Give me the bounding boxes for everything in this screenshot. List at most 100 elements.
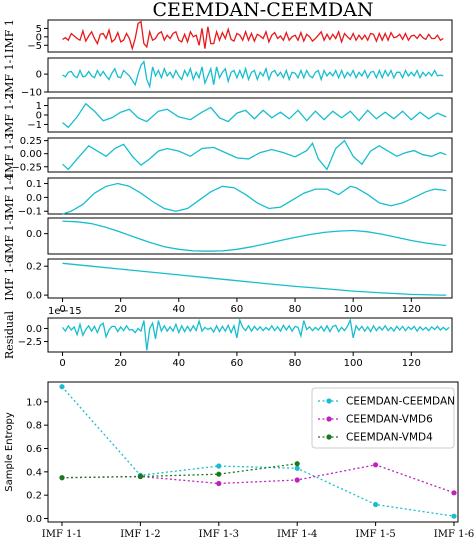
x-tick-label: 60 [231,358,244,369]
y-tick-label: −2.5 [18,337,42,348]
x-category-label: IMF 1-3 [199,529,239,538]
x-tick-label: 40 [172,358,185,369]
y-tick-label: −5 [27,41,42,52]
y-tick-label: 0.25 [20,136,42,147]
data-point [294,461,300,467]
y-tick-label: −10 [21,88,42,99]
x-category-label: IMF 1-6 [434,529,474,538]
series-line [61,463,298,479]
panel-3: 10−1 IMF 1-2 [3,93,453,137]
y-tick-label: −0.25 [11,162,42,173]
legend-marker [326,398,332,404]
y-tick-label: 1.0 [26,397,42,408]
x-category-label: IMF 1-4 [277,529,317,538]
y-tick-label: 0 [36,32,42,43]
series-line [62,102,447,129]
panel-ylabel: IMF 1-1 [3,53,16,97]
panel-ylabel: IMF 1 [3,19,16,53]
x-tick-label: 100 [344,358,363,369]
panel-frame [47,317,453,353]
x-tick-label: 120 [402,358,421,369]
x-tick-label: 20 [114,358,127,369]
series-3 [59,461,300,481]
data-point [294,465,300,471]
data-point [451,490,457,496]
x-tick-label: 20 [114,304,127,315]
data-point [216,463,222,469]
entropy-ylabel: Sample Entropy [4,412,15,492]
series-2 [59,462,457,496]
data-point [59,384,65,390]
series-line [61,386,455,517]
y-tick-label: 0.2 [26,262,42,273]
panel-frame [47,137,453,173]
y-tick-label: 0.0 [26,193,42,204]
x-category-label: IMF 1-2 [120,529,160,538]
panel-ylabel: IMF 1-4 [3,174,16,218]
panel-6: 0.0 IMF 1-5 [3,214,453,258]
x-tick-label: 80 [289,304,302,315]
series-line [62,139,447,171]
series-line [61,317,450,351]
x-tick-label: 80 [289,358,302,369]
panel-frame [47,177,453,215]
x-category-label: IMF 1-1 [42,529,82,538]
panel-frame [47,258,453,299]
legend-marker [326,416,332,422]
y-tick-label: 1 [36,101,42,112]
y-tick-label: 0 [36,111,42,122]
y-tick-label: 0.2 [26,491,42,502]
panel-ylabel: IMF 1-2 [3,93,16,137]
series-line [61,464,455,494]
legend: CEEMDAN-CEEMDAN CEEMDAN-VMD6 CEEMDAN-VMD4 [311,387,455,449]
y-tick-label: 0.00 [20,149,42,160]
panel-frame [47,19,453,53]
series-line [62,262,447,296]
y-tick-label: 0.0 [26,229,42,240]
x-tick-label: 0 [59,358,65,369]
legend-marker [326,434,332,440]
x-tick-label: 40 [172,304,185,315]
chart-title: CEEMDAN-CEEMDAN [152,0,373,21]
x-tick-label: 120 [402,304,421,315]
data-point [373,462,379,468]
x-tick-label: 60 [231,304,244,315]
series-line [62,20,444,51]
data-point [216,480,222,487]
y-tick-label: 0.1 [26,179,42,190]
series-line [62,182,447,215]
y-tick-label: 0.6 [26,444,42,455]
data-point [216,471,222,477]
sample-entropy-chart: 0.0 0.2 0.4 0.6 0.8 1.0 IMF 1-1 IMF 1-2 IMF 1-3 I… [4,381,474,538]
data-point [137,473,143,480]
y-tick-label: −0.1 [18,207,42,218]
legend-label: CEEMDAN-VMD4 [346,432,433,444]
y-tick-label: −1 [27,120,42,131]
data-point [451,513,457,519]
x-tick-label: 100 [344,304,363,315]
panel-frame [47,217,453,255]
data-point [59,475,65,481]
panel-2: 0 −10 IMF 1-1 [3,53,453,99]
legend-label: CEEMDAN-VMD6 [346,414,433,426]
offset-label: 1e−15 [48,306,82,317]
panel-ylabel: IMF 1-5 [3,214,16,258]
y-tick-label: 0.0 [26,291,42,302]
panel-ylabel: IMF 1-6 [3,256,16,300]
series-line [62,220,447,252]
data-point [373,501,379,508]
panel-ylabel: IMF 1-3 [3,133,16,177]
y-tick-label: 0 [36,70,42,81]
panel-ylabel: Residual [3,310,16,359]
y-tick-label: 0.0 [26,514,42,525]
y-tick-label: 0.0 [26,324,42,335]
y-tick-label: 0.8 [26,421,42,432]
legend-label: CEEMDAN-CEEMDAN [346,396,455,408]
y-tick-label: 5 [36,24,42,35]
x-category-label: IMF 1-5 [355,529,395,538]
x-tick-label: 0 [59,304,65,315]
